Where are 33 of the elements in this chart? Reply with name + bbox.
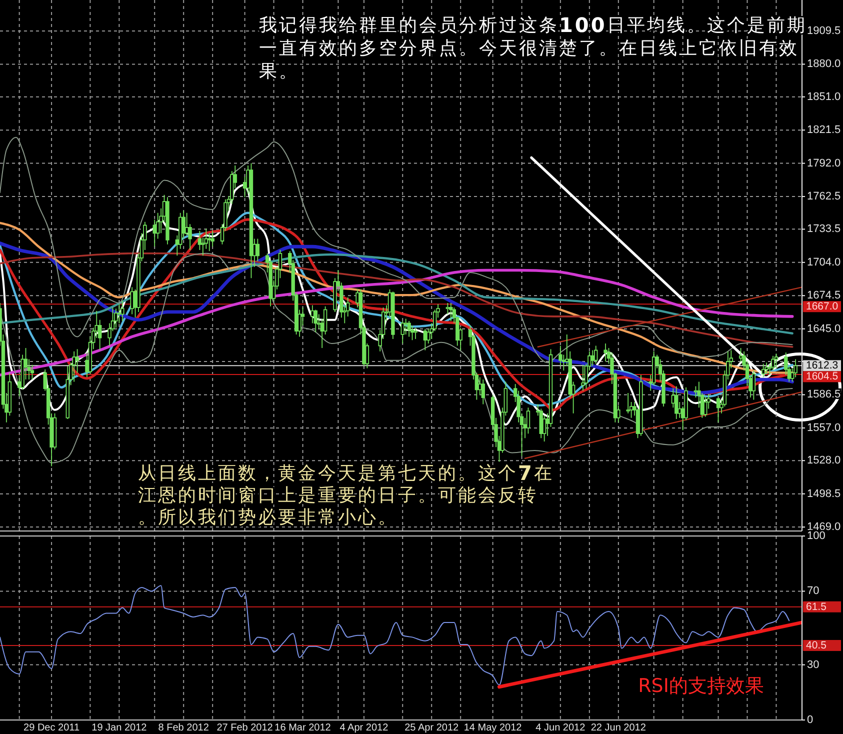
x-tick-label: 19 Jan 2012 xyxy=(92,722,148,734)
y-tick-label: 1909.5 xyxy=(807,24,841,37)
ref-line-label: 1612.3 xyxy=(806,360,838,372)
y-tick-label: 1762.5 xyxy=(807,190,841,203)
x-tick-label: 22 Jun 2012 xyxy=(590,722,646,734)
y-tick-label: 1528.0 xyxy=(807,454,841,467)
ref-line-label: 40.5 xyxy=(806,639,827,652)
ref-line-label: 61.5 xyxy=(806,600,827,613)
y-tick-label: 1557.0 xyxy=(807,422,841,434)
y-tick-label: 1851.0 xyxy=(807,90,841,103)
x-tick-label: 25 Apr 2012 xyxy=(404,722,460,734)
y-tick-label: 0 xyxy=(807,714,814,726)
y-tick-label: 1498.5 xyxy=(807,488,841,500)
y-tick-label: 1821.5 xyxy=(807,124,841,136)
y-tick-label: 1792.0 xyxy=(807,157,841,170)
y-tick-label: 70 xyxy=(807,585,820,598)
x-tick-label: 29 Dec 2011 xyxy=(24,722,80,734)
x-tick-label: 27 Feb 2012 xyxy=(216,722,274,734)
x-tick-label: 4 Jun 2012 xyxy=(536,722,586,734)
x-tick-label: 8 Feb 2012 xyxy=(158,722,210,734)
ref-line-label: 1667.0 xyxy=(806,300,838,313)
ref-line-label: 1604.5 xyxy=(806,370,838,383)
y-tick-label: 30 xyxy=(807,658,820,671)
x-tick-label: 16 Mar 2012 xyxy=(274,722,332,734)
x-tick-label: 4 Apr 2012 xyxy=(340,722,389,734)
y-tick-label: 100 xyxy=(807,530,826,542)
y-tick-label: 1645.0 xyxy=(807,322,841,335)
x-tick-label: 14 May 2012 xyxy=(464,722,522,734)
y-tick-label: 1880.0 xyxy=(807,58,841,70)
y-tick-label: 1733.5 xyxy=(807,223,841,236)
annotation: RSI的支持效果 xyxy=(638,675,764,697)
y-tick-label: 1704.0 xyxy=(807,256,841,268)
y-tick-label: 1674.5 xyxy=(807,290,841,302)
